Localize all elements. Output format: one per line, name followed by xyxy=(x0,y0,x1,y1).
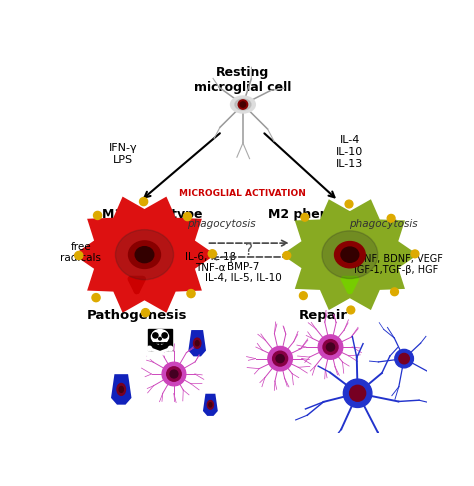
Circle shape xyxy=(387,214,395,222)
Text: phagocytosis: phagocytosis xyxy=(187,219,256,229)
Circle shape xyxy=(168,354,173,359)
Circle shape xyxy=(268,347,292,371)
Circle shape xyxy=(347,306,355,314)
Circle shape xyxy=(391,288,399,295)
Circle shape xyxy=(139,197,148,206)
Text: GDNF, BDNF, VEGF
IGF-1,TGF-β, HGF: GDNF, BDNF, VEGF IGF-1,TGF-β, HGF xyxy=(349,254,443,276)
Circle shape xyxy=(300,292,307,299)
Ellipse shape xyxy=(116,230,173,280)
Circle shape xyxy=(276,355,284,363)
Text: M2 phenotype: M2 phenotype xyxy=(268,208,369,222)
Circle shape xyxy=(318,335,343,359)
Text: M1 phenotype: M1 phenotype xyxy=(102,208,202,222)
Text: free
radicals: free radicals xyxy=(61,242,101,263)
Circle shape xyxy=(170,370,178,378)
Text: phagocytosis: phagocytosis xyxy=(349,219,418,229)
Polygon shape xyxy=(203,394,218,416)
Text: BMP-7
IL-4, IL-5, IL-10: BMP-7 IL-4, IL-5, IL-10 xyxy=(205,261,281,283)
Text: MICROGLIAL ACTIVATION: MICROGLIAL ACTIVATION xyxy=(180,189,306,198)
Ellipse shape xyxy=(135,247,154,262)
Circle shape xyxy=(75,251,83,260)
Text: Pathogenesis: Pathogenesis xyxy=(86,309,187,322)
Ellipse shape xyxy=(128,241,161,268)
Circle shape xyxy=(147,346,152,351)
Circle shape xyxy=(323,340,338,354)
Ellipse shape xyxy=(159,337,161,340)
Ellipse shape xyxy=(230,96,255,113)
Text: IL-4
IL-10
IL-13: IL-4 IL-10 IL-13 xyxy=(336,135,364,169)
Circle shape xyxy=(208,250,217,258)
Text: IL-6, IL-1β
TNF-α: IL-6, IL-1β TNF-α xyxy=(185,252,236,273)
Ellipse shape xyxy=(335,242,365,268)
Ellipse shape xyxy=(341,247,359,262)
Ellipse shape xyxy=(153,333,158,338)
Ellipse shape xyxy=(162,333,167,338)
Ellipse shape xyxy=(240,102,246,107)
Circle shape xyxy=(343,379,372,407)
Text: Resting
microglial cell: Resting microglial cell xyxy=(194,66,292,94)
Circle shape xyxy=(183,212,191,221)
Circle shape xyxy=(350,385,365,401)
Ellipse shape xyxy=(207,400,213,409)
Ellipse shape xyxy=(119,386,123,392)
Circle shape xyxy=(395,349,413,368)
Ellipse shape xyxy=(238,100,247,109)
Circle shape xyxy=(301,213,309,221)
Circle shape xyxy=(399,353,410,364)
Circle shape xyxy=(411,250,419,258)
Circle shape xyxy=(187,290,195,297)
Polygon shape xyxy=(188,330,206,356)
Circle shape xyxy=(92,294,100,302)
Polygon shape xyxy=(111,374,131,405)
Ellipse shape xyxy=(235,99,251,110)
Ellipse shape xyxy=(195,341,199,346)
Circle shape xyxy=(283,252,291,260)
Ellipse shape xyxy=(151,330,169,344)
Circle shape xyxy=(273,351,288,366)
Text: Repair: Repair xyxy=(298,309,347,322)
Ellipse shape xyxy=(193,338,201,348)
Circle shape xyxy=(345,200,353,208)
Text: ?: ? xyxy=(245,243,253,259)
FancyBboxPatch shape xyxy=(148,329,172,350)
Circle shape xyxy=(141,309,150,317)
Polygon shape xyxy=(73,197,215,313)
Ellipse shape xyxy=(209,403,212,407)
Ellipse shape xyxy=(117,383,126,395)
Circle shape xyxy=(167,367,181,381)
Text: IFN-γ
LPS: IFN-γ LPS xyxy=(109,143,137,165)
Ellipse shape xyxy=(322,231,378,278)
Circle shape xyxy=(168,346,173,351)
Circle shape xyxy=(162,362,186,386)
Circle shape xyxy=(327,343,335,351)
Polygon shape xyxy=(282,199,418,310)
Circle shape xyxy=(93,211,101,220)
Circle shape xyxy=(147,354,152,359)
